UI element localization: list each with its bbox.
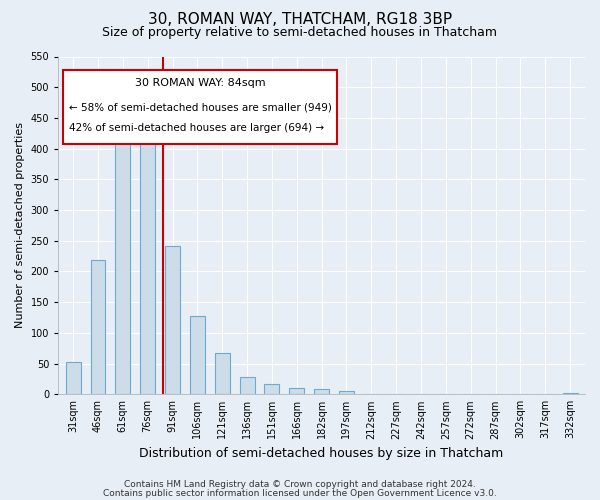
Bar — [165, 246, 180, 394]
Bar — [115, 112, 130, 395]
Bar — [289, 388, 304, 394]
Y-axis label: Number of semi-detached properties: Number of semi-detached properties — [15, 122, 25, 328]
Text: Contains public sector information licensed under the Open Government Licence v3: Contains public sector information licen… — [103, 488, 497, 498]
Bar — [239, 377, 254, 394]
Bar — [91, 260, 106, 394]
Bar — [140, 134, 155, 394]
Text: 42% of semi-detached houses are larger (694) →: 42% of semi-detached houses are larger (… — [69, 123, 324, 133]
Bar — [215, 352, 230, 395]
Bar — [339, 391, 354, 394]
Bar — [65, 362, 80, 394]
Text: Contains HM Land Registry data © Crown copyright and database right 2024.: Contains HM Land Registry data © Crown c… — [124, 480, 476, 489]
Text: 30, ROMAN WAY, THATCHAM, RG18 3BP: 30, ROMAN WAY, THATCHAM, RG18 3BP — [148, 12, 452, 28]
Bar — [190, 316, 205, 394]
Bar — [314, 390, 329, 394]
Bar — [563, 393, 578, 394]
Text: 30 ROMAN WAY: 84sqm: 30 ROMAN WAY: 84sqm — [135, 78, 266, 88]
FancyBboxPatch shape — [64, 70, 337, 144]
Text: Size of property relative to semi-detached houses in Thatcham: Size of property relative to semi-detach… — [103, 26, 497, 39]
X-axis label: Distribution of semi-detached houses by size in Thatcham: Distribution of semi-detached houses by … — [139, 447, 504, 460]
Text: ← 58% of semi-detached houses are smaller (949): ← 58% of semi-detached houses are smalle… — [69, 102, 332, 112]
Bar — [265, 384, 280, 394]
